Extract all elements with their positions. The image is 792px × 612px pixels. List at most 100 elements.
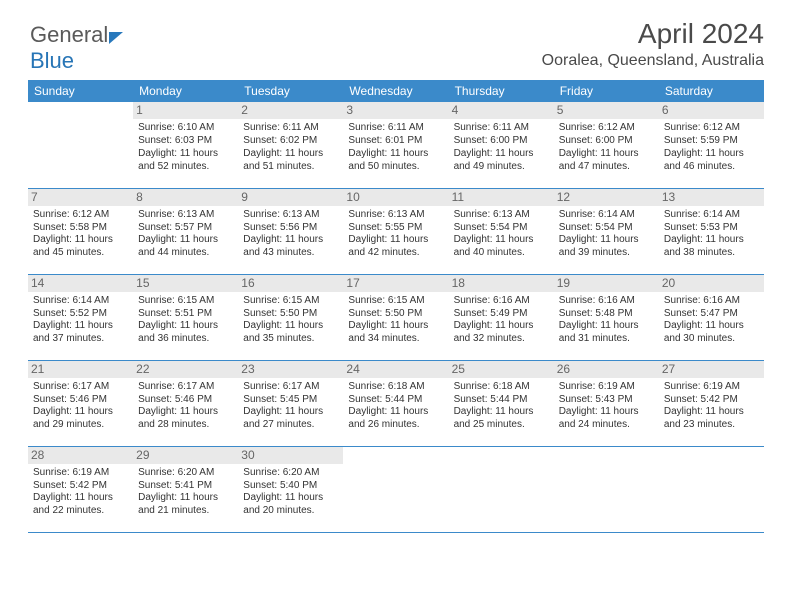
sunset-line: Sunset: 5:50 PM bbox=[348, 308, 443, 321]
daylight-line: Daylight: 11 hours and 30 minutes. bbox=[664, 320, 759, 346]
day-number: 14 bbox=[28, 275, 133, 292]
sunset-line: Sunset: 5:50 PM bbox=[243, 308, 338, 321]
day-number: 25 bbox=[449, 361, 554, 378]
sunset-line: Sunset: 5:59 PM bbox=[664, 135, 759, 148]
sunrise-line: Sunrise: 6:17 AM bbox=[138, 381, 233, 394]
day-number: 12 bbox=[554, 189, 659, 206]
sunrise-line: Sunrise: 6:15 AM bbox=[138, 295, 233, 308]
sunset-line: Sunset: 5:46 PM bbox=[138, 394, 233, 407]
sunset-line: Sunset: 5:48 PM bbox=[559, 308, 654, 321]
daylight-line: Daylight: 11 hours and 34 minutes. bbox=[348, 320, 443, 346]
sunset-line: Sunset: 5:55 PM bbox=[348, 222, 443, 235]
day-number: 9 bbox=[238, 189, 343, 206]
sunset-line: Sunset: 5:46 PM bbox=[33, 394, 128, 407]
calendar-cell: 28Sunrise: 6:19 AMSunset: 5:42 PMDayligh… bbox=[28, 446, 133, 532]
daylight-line: Daylight: 11 hours and 40 minutes. bbox=[454, 234, 549, 260]
day-number: 7 bbox=[28, 189, 133, 206]
sunrise-line: Sunrise: 6:20 AM bbox=[138, 467, 233, 480]
day-number: 24 bbox=[343, 361, 448, 378]
sunrise-line: Sunrise: 6:13 AM bbox=[454, 209, 549, 222]
daylight-line: Daylight: 11 hours and 31 minutes. bbox=[559, 320, 654, 346]
calendar-cell: 5Sunrise: 6:12 AMSunset: 6:00 PMDaylight… bbox=[554, 102, 659, 188]
sunset-line: Sunset: 5:42 PM bbox=[664, 394, 759, 407]
calendar-cell: 30Sunrise: 6:20 AMSunset: 5:40 PMDayligh… bbox=[238, 446, 343, 532]
sunrise-line: Sunrise: 6:14 AM bbox=[559, 209, 654, 222]
calendar-body: 1Sunrise: 6:10 AMSunset: 6:03 PMDaylight… bbox=[28, 102, 764, 532]
daylight-line: Daylight: 11 hours and 45 minutes. bbox=[33, 234, 128, 260]
sunrise-line: Sunrise: 6:13 AM bbox=[243, 209, 338, 222]
weekday-header: Thursday bbox=[449, 80, 554, 102]
daylight-line: Daylight: 11 hours and 52 minutes. bbox=[138, 148, 233, 174]
daylight-line: Daylight: 11 hours and 50 minutes. bbox=[348, 148, 443, 174]
weekday-header: Tuesday bbox=[238, 80, 343, 102]
calendar-cell bbox=[554, 446, 659, 532]
sunset-line: Sunset: 6:00 PM bbox=[454, 135, 549, 148]
day-number: 26 bbox=[554, 361, 659, 378]
day-number: 4 bbox=[449, 102, 554, 119]
calendar-cell: 12Sunrise: 6:14 AMSunset: 5:54 PMDayligh… bbox=[554, 188, 659, 274]
calendar-cell: 19Sunrise: 6:16 AMSunset: 5:48 PMDayligh… bbox=[554, 274, 659, 360]
day-number: 29 bbox=[133, 447, 238, 464]
day-number: 15 bbox=[133, 275, 238, 292]
sunset-line: Sunset: 5:53 PM bbox=[664, 222, 759, 235]
sunset-line: Sunset: 6:01 PM bbox=[348, 135, 443, 148]
logo-text-1: General bbox=[30, 22, 108, 47]
sunset-line: Sunset: 5:57 PM bbox=[138, 222, 233, 235]
month-title: April 2024 bbox=[28, 18, 764, 50]
daylight-line: Daylight: 11 hours and 26 minutes. bbox=[348, 406, 443, 432]
calendar-cell: 21Sunrise: 6:17 AMSunset: 5:46 PMDayligh… bbox=[28, 360, 133, 446]
sunset-line: Sunset: 5:52 PM bbox=[33, 308, 128, 321]
daylight-line: Daylight: 11 hours and 24 minutes. bbox=[559, 406, 654, 432]
calendar-cell: 4 Sunrise: 6:11 AMSunset: 6:00 PMDaylight… bbox=[449, 102, 554, 188]
sunrise-line: Sunrise: 6:10 AM bbox=[138, 122, 233, 135]
weekday-header: Friday bbox=[554, 80, 659, 102]
sunset-line: Sunset: 6:03 PM bbox=[138, 135, 233, 148]
day-number: 28 bbox=[28, 447, 133, 464]
sunrise-line: Sunrise: 6:14 AM bbox=[33, 295, 128, 308]
day-number: 17 bbox=[343, 275, 448, 292]
calendar-cell: 3Sunrise: 6:11 AMSunset: 6:01 PMDaylight… bbox=[343, 102, 448, 188]
calendar-cell: 15 Sunrise: 6:15 AMSunset: 5:51 PMDayligh… bbox=[133, 274, 238, 360]
logo-triangle-icon bbox=[109, 32, 123, 44]
calendar-cell: 17Sunrise: 6:15 AMSunset: 5:50 PMDayligh… bbox=[343, 274, 448, 360]
calendar-cell: 8Sunrise: 6:13 AMSunset: 5:57 PMDaylight… bbox=[133, 188, 238, 274]
sunset-line: Sunset: 5:51 PM bbox=[138, 308, 233, 321]
sunset-line: Sunset: 5:41 PM bbox=[138, 480, 233, 493]
daylight-line: Daylight: 11 hours and 46 minutes. bbox=[664, 148, 759, 174]
sunrise-line: Sunrise: 6:17 AM bbox=[243, 381, 338, 394]
weekday-header: Monday bbox=[133, 80, 238, 102]
sunset-line: Sunset: 5:47 PM bbox=[664, 308, 759, 321]
calendar-cell: 13Sunrise: 6:14 AMSunset: 5:53 PMDayligh… bbox=[659, 188, 764, 274]
location-subtitle: Ooralea, Queensland, Australia bbox=[28, 52, 764, 70]
daylight-line: Daylight: 11 hours and 49 minutes. bbox=[454, 148, 549, 174]
daylight-line: Daylight: 11 hours and 35 minutes. bbox=[243, 320, 338, 346]
calendar-cell bbox=[659, 446, 764, 532]
calendar-cell: 1Sunrise: 6:10 AMSunset: 6:03 PMDaylight… bbox=[133, 102, 238, 188]
sunrise-line: Sunrise: 6:16 AM bbox=[454, 295, 549, 308]
daylight-line: Daylight: 11 hours and 23 minutes. bbox=[664, 406, 759, 432]
calendar-cell: 29Sunrise: 6:20 AMSunset: 5:41 PMDayligh… bbox=[133, 446, 238, 532]
sunset-line: Sunset: 5:45 PM bbox=[243, 394, 338, 407]
daylight-line: Daylight: 11 hours and 47 minutes. bbox=[559, 148, 654, 174]
day-number: 27 bbox=[659, 361, 764, 378]
sunset-line: Sunset: 5:44 PM bbox=[348, 394, 443, 407]
sunrise-line: Sunrise: 6:13 AM bbox=[348, 209, 443, 222]
calendar-table: SundayMondayTuesdayWednesdayThursdayFrid… bbox=[28, 80, 764, 533]
day-number: 5 bbox=[554, 102, 659, 119]
sunrise-line: Sunrise: 6:11 AM bbox=[454, 122, 549, 135]
daylight-line: Daylight: 11 hours and 36 minutes. bbox=[138, 320, 233, 346]
daylight-line: Daylight: 11 hours and 51 minutes. bbox=[243, 148, 338, 174]
calendar-cell: 22Sunrise: 6:17 AMSunset: 5:46 PMDayligh… bbox=[133, 360, 238, 446]
sunrise-line: Sunrise: 6:19 AM bbox=[33, 467, 128, 480]
sunrise-line: Sunrise: 6:11 AM bbox=[348, 122, 443, 135]
sunrise-line: Sunrise: 6:16 AM bbox=[664, 295, 759, 308]
sunrise-line: Sunrise: 6:15 AM bbox=[243, 295, 338, 308]
sunrise-line: Sunrise: 6:13 AM bbox=[138, 209, 233, 222]
weekday-header: Wednesday bbox=[343, 80, 448, 102]
day-number: 21 bbox=[28, 361, 133, 378]
daylight-line: Daylight: 11 hours and 44 minutes. bbox=[138, 234, 233, 260]
sunset-line: Sunset: 5:43 PM bbox=[559, 394, 654, 407]
day-number: 30 bbox=[238, 447, 343, 464]
sunset-line: Sunset: 6:00 PM bbox=[559, 135, 654, 148]
day-number: 18 bbox=[449, 275, 554, 292]
